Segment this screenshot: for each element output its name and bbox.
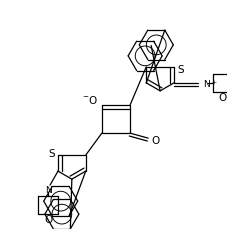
Text: $^{-}$O: $^{-}$O: [81, 93, 97, 105]
Text: N: N: [44, 185, 51, 194]
Text: N$^+$: N$^+$: [202, 78, 217, 89]
Text: O: O: [44, 214, 52, 224]
Text: O: O: [218, 93, 226, 102]
Text: S: S: [176, 65, 183, 74]
Text: S: S: [48, 148, 55, 158]
Text: O: O: [150, 136, 159, 145]
